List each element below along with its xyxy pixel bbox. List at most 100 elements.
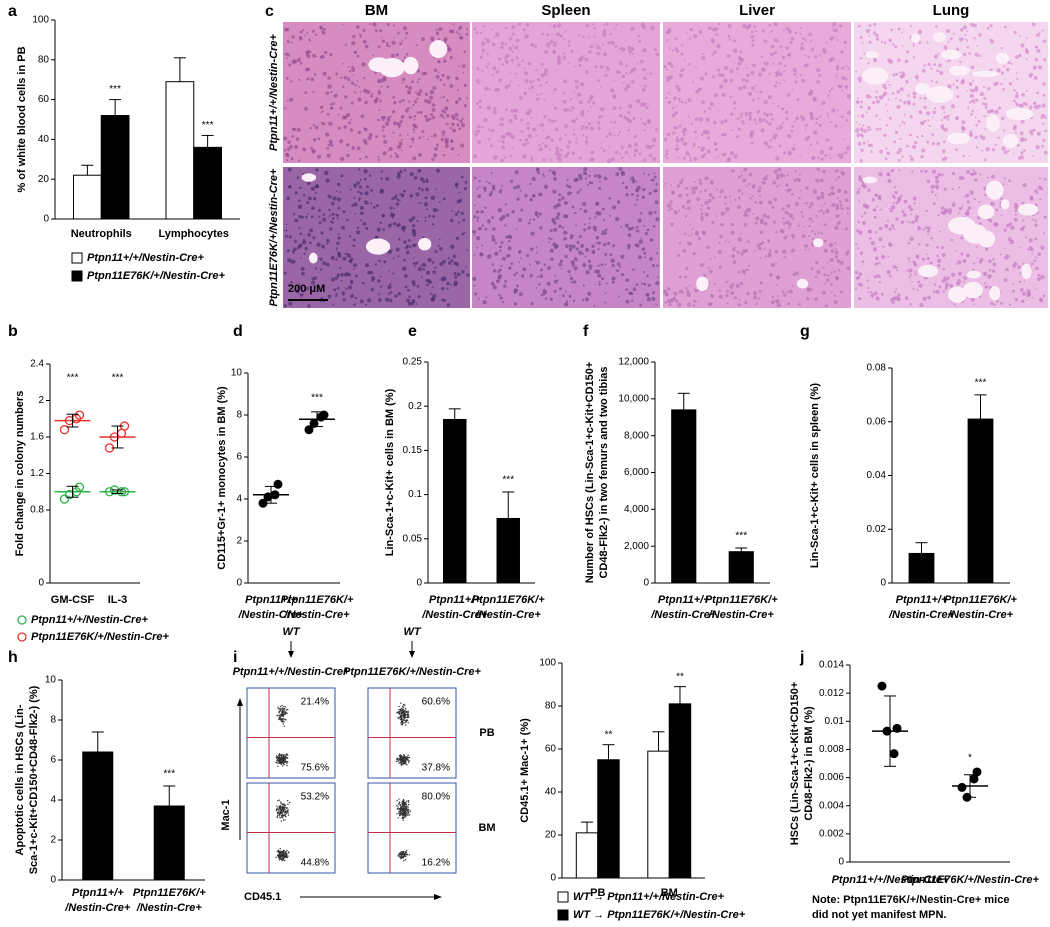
cell	[314, 192, 317, 195]
cell	[814, 297, 819, 301]
cell	[677, 209, 680, 212]
legend-label: WT → Ptpn11E76K/+/Nestin-Cre+	[573, 909, 746, 921]
cell	[857, 24, 861, 28]
cell	[933, 283, 937, 286]
cell	[507, 239, 511, 243]
cell	[958, 271, 962, 276]
cell	[393, 222, 397, 226]
cell	[967, 106, 970, 109]
flow-event	[285, 709, 288, 711]
cell	[973, 37, 976, 40]
cell	[728, 38, 732, 41]
cell	[602, 207, 605, 211]
cell	[945, 284, 949, 288]
y-axis-label: CD48-Flk2-) in two femurs and two tibias	[598, 366, 610, 578]
cell	[770, 117, 774, 121]
cell	[328, 196, 331, 199]
cell	[830, 185, 835, 190]
cell	[1021, 92, 1025, 97]
cell	[494, 88, 498, 92]
cell	[337, 236, 341, 240]
cell	[290, 41, 293, 44]
cell	[463, 83, 467, 87]
cell	[374, 71, 377, 74]
flow-plot: 60.6%37.8%	[367, 687, 457, 779]
cell	[656, 264, 659, 267]
legend-swatch	[71, 270, 83, 282]
cell	[553, 41, 557, 45]
cell	[532, 127, 537, 132]
cell	[790, 248, 795, 253]
cell	[570, 234, 574, 238]
x-tick-label: Ptpn11+/+	[72, 887, 124, 899]
flow-event	[406, 716, 409, 719]
cell	[678, 289, 683, 294]
cell	[909, 221, 912, 224]
cell	[635, 180, 638, 183]
cell	[740, 61, 743, 64]
cell	[346, 153, 350, 158]
cell	[794, 80, 798, 84]
cell	[568, 185, 572, 189]
y-axis-label: CD45.1+ Mac-1+ (%)	[519, 718, 531, 823]
cell	[815, 117, 819, 121]
error-bar	[111, 425, 124, 449]
cell	[926, 179, 931, 184]
cell	[527, 109, 532, 114]
cell	[678, 124, 682, 128]
cell	[410, 107, 413, 109]
cell	[362, 28, 366, 33]
cell	[537, 283, 541, 286]
cell	[958, 37, 963, 42]
cell	[828, 153, 831, 156]
cell	[624, 64, 628, 68]
cell	[706, 206, 711, 210]
cell	[498, 78, 503, 82]
cell	[622, 182, 625, 185]
cell	[818, 74, 821, 77]
cell	[693, 34, 698, 39]
cell	[925, 243, 929, 247]
flow-event	[278, 717, 280, 719]
cell	[995, 81, 999, 85]
cell	[962, 154, 965, 158]
cell	[516, 197, 520, 201]
flow-event	[286, 757, 289, 759]
flow-event	[275, 856, 277, 858]
cell	[498, 57, 502, 61]
cell	[456, 186, 458, 189]
cell	[834, 225, 839, 231]
legend-swatch	[557, 909, 569, 921]
cell	[535, 69, 538, 72]
cell	[786, 203, 791, 208]
cell	[763, 100, 768, 105]
cell	[830, 249, 834, 253]
flow-event	[277, 808, 279, 811]
cell	[656, 252, 659, 255]
cell	[680, 138, 684, 142]
flow-event	[407, 710, 409, 712]
cell	[631, 179, 636, 184]
cell	[285, 234, 289, 238]
cell	[390, 53, 395, 58]
cell	[616, 200, 621, 204]
bar	[193, 146, 222, 220]
cell	[701, 230, 705, 234]
cell	[1005, 67, 1010, 72]
cell	[1032, 101, 1036, 105]
cell	[930, 190, 934, 194]
cell	[981, 149, 983, 152]
cell	[311, 29, 315, 33]
y-tick-label: 0.06	[867, 416, 887, 427]
cell	[395, 247, 400, 252]
space	[796, 278, 809, 289]
cell	[856, 229, 860, 233]
cell	[766, 174, 769, 177]
cell	[496, 155, 499, 158]
cell	[535, 97, 540, 101]
flow-event	[278, 815, 281, 817]
cell	[578, 100, 583, 104]
cell	[701, 100, 705, 104]
cell	[292, 247, 297, 252]
cell	[855, 243, 858, 246]
